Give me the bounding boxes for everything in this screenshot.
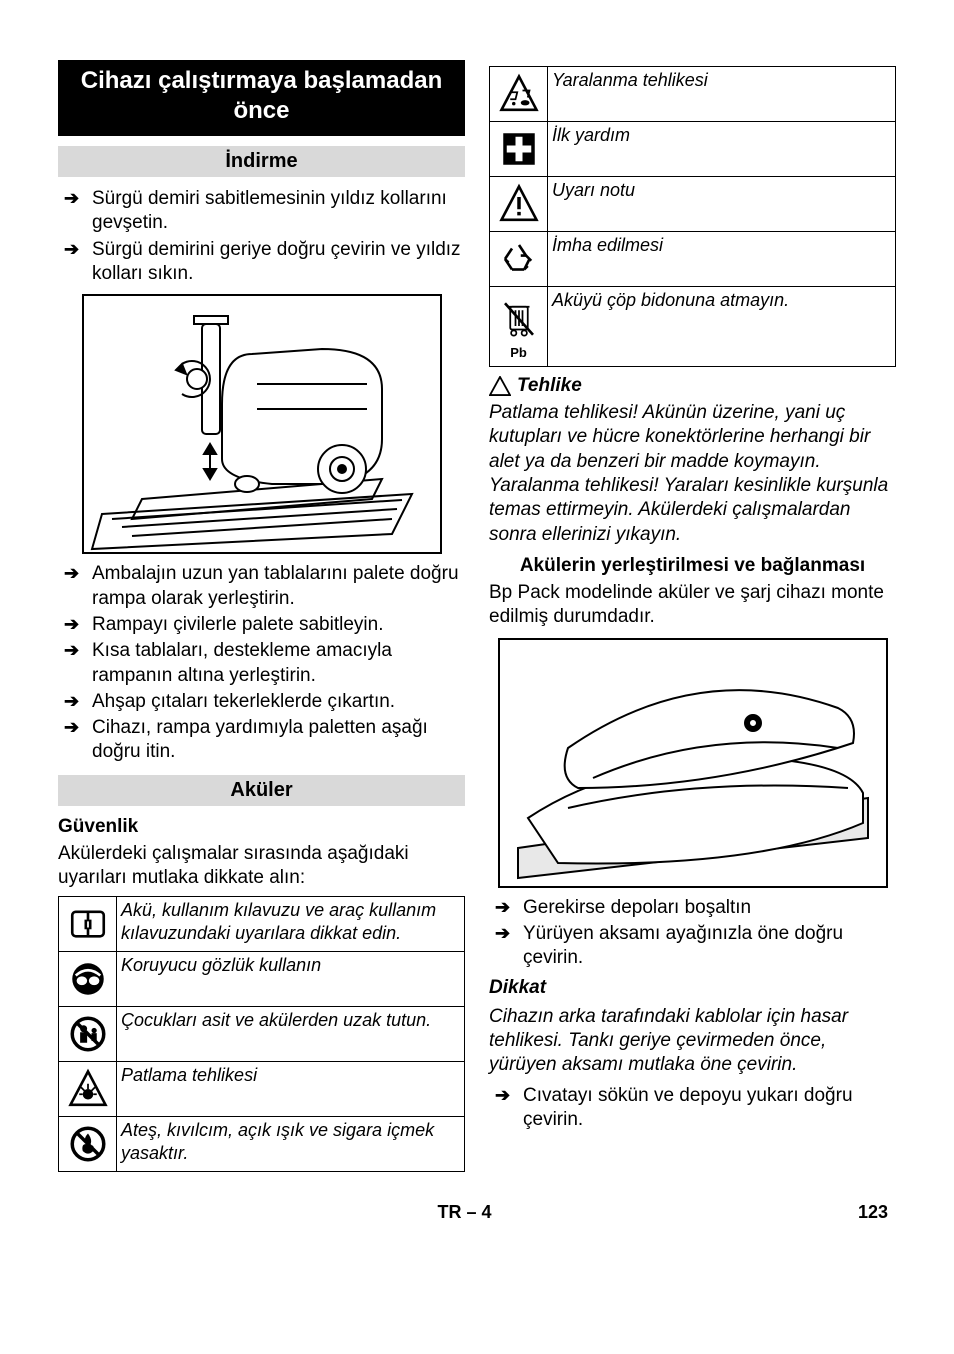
table-row: İmha edilmesi <box>490 232 896 287</box>
step-item: Yürüyen aksamı ayağınızla öne doğru çevi… <box>489 922 896 971</box>
danger-word: Tehlike <box>517 375 582 397</box>
section-banner-before-start: Cihazı çalıştırmaya başlamadan önce <box>58 60 465 136</box>
footer-lang: TR – 4 <box>437 1202 491 1223</box>
pb-label: Pb <box>492 345 545 360</box>
step-item: Cıvatayı sökün ve depoyu yukarı doğru çe… <box>489 1084 896 1133</box>
right-column: Yaralanma tehlikesi İlk yardım Uyarı not… <box>489 60 896 1178</box>
step-item: Cihazı, rampa yardımıyla paletten aşağı … <box>58 716 465 765</box>
keep-children-away-icon <box>59 1007 117 1062</box>
figure-machine-pallet <box>82 294 442 554</box>
step-item: Rampayı çivilerle palete sabitleyin. <box>58 613 465 637</box>
figure-tank-tilt <box>498 638 888 888</box>
steps-list-1: Sürgü demiri sabitlemesinin yıldız kolla… <box>58 187 465 286</box>
subsection-batteries: Aküler <box>58 775 465 806</box>
page: Cihazı çalıştırmaya başlamadan önce İndi… <box>0 0 954 1253</box>
footer-spacer <box>66 1202 71 1223</box>
footer-page-number: 123 <box>858 1202 888 1223</box>
safety-text: Akü, kullanım kılavuzu ve araç kullanım … <box>117 897 465 952</box>
two-column-layout: Cihazı çalıştırmaya başlamadan önce İndi… <box>58 60 896 1178</box>
recycle-icon <box>490 232 548 287</box>
safety-symbol-table: Akü, kullanım kılavuzu ve araç kullanım … <box>58 896 465 1172</box>
table-row: Akü, kullanım kılavuzu ve araç kullanım … <box>59 897 465 952</box>
safety-heading: Güvenlik <box>58 816 465 838</box>
bp-pack-note: Bp Pack modelinde aküler ve şarj cihazı … <box>489 581 896 630</box>
table-row: Uyarı notu <box>490 177 896 232</box>
step-item: Sürgü demirini geriye doğru çevirin ve y… <box>58 238 465 287</box>
table-row: Patlama tehlikesi <box>59 1062 465 1117</box>
no-trash-pb-icon: Pb <box>490 287 548 367</box>
goggles-icon <box>59 952 117 1007</box>
attention-paragraph: Cihazın arka tarafındaki kablolar için h… <box>489 1005 896 1078</box>
danger-heading: Tehlike <box>489 375 896 397</box>
safety-intro: Akülerdeki çalışmalar sırasında aşağıdak… <box>58 842 465 891</box>
table-row: Koruyucu gözlük kullanın <box>59 952 465 1007</box>
left-column: Cihazı çalıştırmaya başlamadan önce İndi… <box>58 60 465 1178</box>
first-aid-icon <box>490 122 548 177</box>
table-row: Yaralanma tehlikesi <box>490 67 896 122</box>
attention-heading: Dikkat <box>489 976 896 1000</box>
steps-list-3: Gerekirse depoları boşaltın Yürüyen aksa… <box>489 896 896 971</box>
table-row: Çocukları asit ve akülerden uzak tutun. <box>59 1007 465 1062</box>
table-row: Pb Aküyü çöp bidonuna atmayın. <box>490 287 896 367</box>
warning-triangle-icon <box>489 376 511 396</box>
hazard-text: Uyarı notu <box>548 177 896 232</box>
explosion-icon <box>59 1062 117 1117</box>
hazard-text: Aküyü çöp bidonuna atmayın. <box>548 287 896 367</box>
table-row: Ateş, kıvılcım, açık ışık ve sigara içme… <box>59 1117 465 1172</box>
safety-text: Çocukları asit ve akülerden uzak tutun. <box>117 1007 465 1062</box>
step-item: Gerekirse depoları boşaltın <box>489 896 896 920</box>
safety-text: Ateş, kıvılcım, açık ışık ve sigara içme… <box>117 1117 465 1172</box>
hazard-text: İlk yardım <box>548 122 896 177</box>
hazard-symbol-table: Yaralanma tehlikesi İlk yardım Uyarı not… <box>489 66 896 367</box>
table-row: İlk yardım <box>490 122 896 177</box>
step-item: Ambalajın uzun yan tablalarını palete do… <box>58 562 465 611</box>
step-item: Sürgü demiri sabitlemesinin yıldız kolla… <box>58 187 465 236</box>
safety-text: Patlama tehlikesi <box>117 1062 465 1117</box>
subsection-download: İndirme <box>58 146 465 177</box>
subsection-install-batteries: Akülerin yerleştirilmesi ve bağlanması <box>489 555 896 577</box>
safety-text: Koruyucu gözlük kullanın <box>117 952 465 1007</box>
hazard-text: Yaralanma tehlikesi <box>548 67 896 122</box>
danger-paragraph: Patlama tehlikesi! Akünün üzerine, yani … <box>489 401 896 547</box>
hazard-text: İmha edilmesi <box>548 232 896 287</box>
warning-icon <box>490 177 548 232</box>
no-fire-icon <box>59 1117 117 1172</box>
steps-list-4: Cıvatayı sökün ve depoyu yukarı doğru çe… <box>489 1084 896 1133</box>
step-item: Kısa tablaları, destekleme amacıyla ramp… <box>58 639 465 688</box>
manual-icon <box>59 897 117 952</box>
corrosive-icon <box>490 67 548 122</box>
steps-list-2: Ambalajın uzun yan tablalarını palete do… <box>58 562 465 765</box>
step-item: Ahşap çıtaları tekerleklerde çıkartın. <box>58 690 465 714</box>
page-footer: TR – 4 123 <box>58 1202 896 1223</box>
